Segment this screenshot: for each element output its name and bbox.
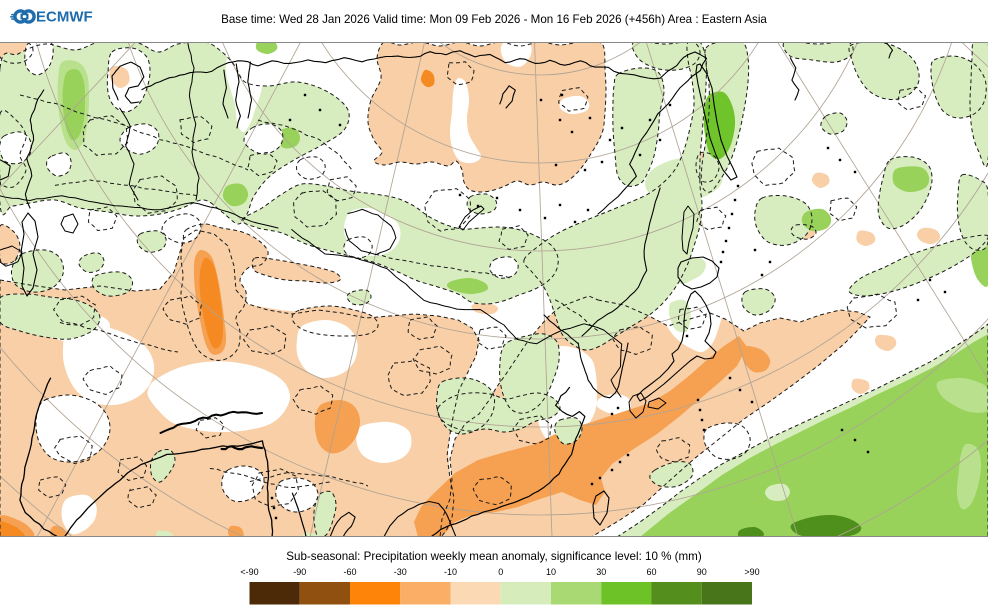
svg-text:-90: -90 [293, 567, 306, 577]
svg-text:90: 90 [697, 567, 707, 577]
svg-text:<-90: <-90 [240, 567, 258, 577]
svg-text:-10: -10 [444, 567, 457, 577]
svg-text:ECMWF: ECMWF [36, 9, 93, 26]
svg-text:-60: -60 [343, 567, 356, 577]
svg-text:30: 30 [596, 567, 606, 577]
svg-text:-30: -30 [394, 567, 407, 577]
svg-text:60: 60 [646, 567, 656, 577]
svg-text:>90: >90 [744, 567, 759, 577]
svg-text:10: 10 [546, 567, 556, 577]
svg-text:0: 0 [498, 567, 503, 577]
